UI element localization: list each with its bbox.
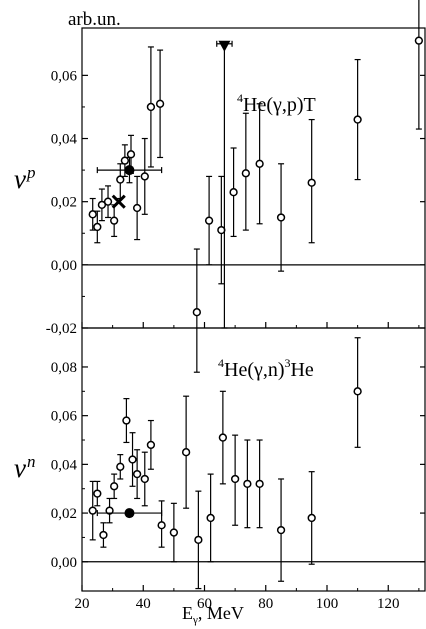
y-tick-label: 0,00	[51, 258, 77, 274]
panel-bottom: νn 4He(γ,n)3He 0,00 0,02 0,04 0,06 0,08	[14, 327, 426, 592]
data-point	[146, 440, 156, 450]
data-point	[105, 506, 114, 515]
data-point	[353, 387, 362, 396]
data-point	[140, 474, 149, 484]
data-point	[110, 482, 119, 491]
plot-frame	[81, 27, 426, 329]
data-marks	[82, 0, 425, 373]
data-point	[241, 169, 250, 178]
data-point	[116, 175, 125, 184]
data-point	[307, 513, 316, 523]
y-tick-label: 0,06	[51, 409, 78, 425]
y-tick-label: 0,04	[51, 457, 78, 473]
x-tick-label: 80	[258, 596, 273, 612]
x-axis-label: Eγ, MeV	[182, 603, 244, 626]
x-tick-label: 40	[136, 596, 151, 612]
reaction-label: 4He(γ,p)T	[237, 91, 316, 116]
data-point	[255, 159, 264, 168]
data-point	[229, 188, 238, 197]
data-point	[126, 150, 136, 159]
data-point	[140, 172, 149, 181]
y-tick-label: 0,04	[51, 132, 78, 148]
data-point	[276, 213, 286, 222]
y-ticks: 0,00 0,02 0,04 0,06 0,08	[51, 360, 425, 591]
data-point	[217, 225, 226, 235]
data-point-cross	[111, 194, 126, 209]
y-axis-label: νp	[14, 163, 35, 194]
data-point-triangle	[218, 40, 231, 52]
reaction-label: 4He(γ,n)3He	[218, 356, 314, 381]
data-point	[97, 200, 107, 209]
data-point	[194, 535, 203, 545]
x-tick-label: 60	[197, 596, 212, 612]
data-point	[243, 479, 252, 489]
data-point	[169, 528, 179, 537]
data-point	[122, 416, 131, 425]
data-point	[307, 178, 316, 187]
y-tick-label: 0,02	[51, 506, 77, 522]
x-axis-ticks: 20 40 60 80 100 120	[75, 596, 400, 612]
data-point	[93, 489, 102, 498]
data-point	[192, 308, 201, 317]
x-tick-label: 120	[377, 596, 400, 612]
data-point	[218, 433, 228, 442]
unit-label: arb.un.	[68, 9, 121, 30]
data-point	[120, 156, 130, 165]
y-tick-label: 0,02	[51, 195, 77, 211]
data-point	[110, 216, 119, 225]
data-point	[353, 115, 362, 124]
data-point	[204, 216, 214, 225]
panel-top: νp 4He(γ,p)T -0,02 0,00 0,02 0,04 0,06	[14, 0, 426, 373]
data-point	[255, 479, 264, 489]
y-tick-label: 0,06	[51, 68, 78, 84]
plot-frame	[81, 327, 426, 592]
y-tick-label: -0,02	[46, 321, 77, 337]
data-point	[155, 99, 165, 108]
x-tick-label: 20	[75, 596, 90, 612]
data-point	[93, 222, 102, 232]
y-axis-label: νn	[14, 452, 35, 483]
data-point-filled	[124, 165, 135, 176]
data-point	[99, 530, 108, 540]
data-point-filled	[124, 508, 135, 519]
data-point	[146, 102, 156, 112]
data-point	[157, 521, 166, 530]
data-point	[88, 506, 97, 515]
data-point	[132, 469, 142, 479]
data-point	[414, 36, 424, 45]
data-point	[128, 455, 137, 464]
data-point	[88, 210, 97, 219]
y-tick-label: 0,00	[51, 555, 77, 571]
data-point	[230, 474, 240, 484]
y-tick-label: 0,08	[51, 360, 77, 376]
x-tick-label: 100	[316, 596, 339, 612]
data-point	[116, 462, 125, 471]
data-point	[132, 203, 142, 213]
data-point	[181, 448, 191, 457]
data-point	[103, 197, 113, 206]
data-marks	[82, 337, 425, 590]
y-ticks: -0,02 0,00 0,02 0,04 0,06	[46, 68, 425, 337]
data-point	[206, 513, 215, 523]
data-point	[276, 525, 286, 535]
